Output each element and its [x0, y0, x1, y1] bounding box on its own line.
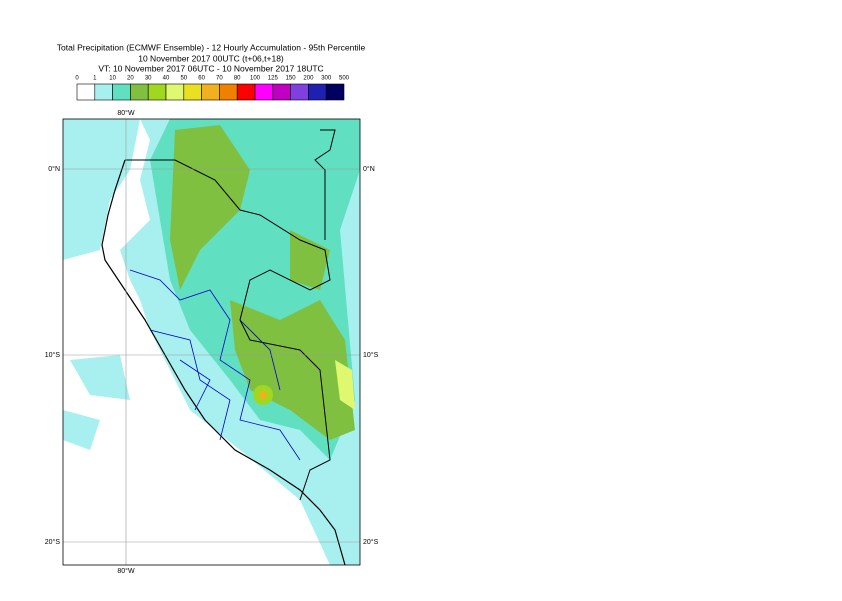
valid-time: VT: 10 November 2017 06UTC - 10 November… [98, 63, 323, 73]
lon-label: 80°W [117, 567, 135, 575]
legend-swatch [290, 83, 309, 101]
legend-label: 40 [163, 76, 170, 82]
legend-label: 10 [109, 76, 116, 82]
legend-label: 300 [321, 76, 332, 82]
legend-label: 0 [75, 76, 79, 82]
legend-label: 70 [216, 76, 223, 82]
legend-swatch [308, 83, 327, 101]
legend-label: 200 [303, 76, 314, 82]
legend-swatch [272, 83, 291, 101]
legend-swatch [236, 83, 256, 101]
lat-label: 10°S [363, 351, 379, 359]
legend-label: 50 [180, 76, 187, 82]
legend-label: 30 [145, 76, 152, 82]
legend-swatch [147, 83, 167, 101]
title: Total Precipitation (ECMWF Ensemble) - 1… [57, 42, 366, 52]
lat-label: 20°S [363, 538, 379, 546]
legend-swatch [112, 83, 131, 101]
legend-label: 500 [339, 76, 350, 82]
legend-swatch [254, 83, 274, 101]
legend-swatch [165, 83, 185, 101]
legend-swatch [219, 83, 238, 101]
legend-swatch [325, 83, 345, 101]
legend-swatch [201, 83, 220, 101]
legend-label: 125 [268, 76, 279, 82]
legend-swatch [76, 83, 96, 101]
legend-label: 80 [234, 76, 241, 82]
legend-swatch [94, 83, 113, 101]
lat-label: 0°N [48, 165, 60, 173]
lat-label: 20°S [45, 538, 61, 546]
lat-label: 10°S [45, 351, 61, 359]
map-frame [62, 118, 361, 566]
map [63, 119, 360, 565]
legend: 0 1 10 20 30 40 50 60 70 80 100 125 150 200 300 500 [75, 76, 350, 101]
legend-label: 20 [127, 76, 134, 82]
coordinate-labels: 80°W 80°W 0°N 10°S 20°S 0°N 10°S 20°S [45, 109, 379, 575]
legend-label: 60 [198, 76, 205, 82]
lat-label: 0°N [363, 165, 375, 173]
subtitle: 10 November 2017 00UTC (t+06,t+18) [138, 53, 284, 63]
legend-label: 1 [93, 76, 97, 82]
legend-swatch [183, 83, 202, 101]
legend-label: 150 [286, 76, 297, 82]
legend-swatch [130, 83, 149, 101]
graticule [63, 119, 360, 565]
legend-label: 100 [250, 76, 261, 82]
lon-label: 80°W [117, 109, 135, 117]
